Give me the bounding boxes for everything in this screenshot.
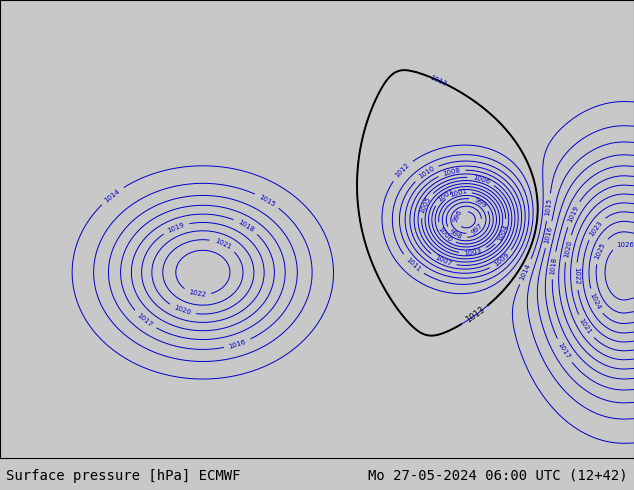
- Text: 1000: 1000: [436, 226, 453, 244]
- Text: 997: 997: [470, 222, 484, 236]
- Text: 1014: 1014: [103, 188, 121, 203]
- Text: 1017: 1017: [557, 342, 571, 360]
- Text: 1022: 1022: [188, 290, 207, 298]
- Text: 1015: 1015: [258, 193, 276, 208]
- Text: 1018: 1018: [236, 219, 256, 233]
- Text: Surface pressure [hPa] ECMWF: Surface pressure [hPa] ECMWF: [6, 468, 241, 483]
- Text: 1011: 1011: [404, 256, 422, 273]
- Text: 1019: 1019: [566, 205, 579, 223]
- Text: 1025: 1025: [594, 242, 607, 260]
- Text: 1021: 1021: [578, 318, 593, 336]
- Text: 1003: 1003: [463, 248, 482, 257]
- Text: 1013: 1013: [463, 305, 486, 325]
- Text: 999: 999: [473, 196, 488, 209]
- Text: 1010: 1010: [417, 165, 436, 180]
- Text: 1022: 1022: [573, 268, 580, 285]
- Text: 1013: 1013: [429, 74, 448, 87]
- Text: 1009: 1009: [493, 252, 510, 268]
- Text: 1019: 1019: [167, 221, 186, 234]
- Text: 1004: 1004: [496, 223, 509, 242]
- Text: 1016: 1016: [544, 225, 553, 245]
- Text: 1014: 1014: [519, 262, 532, 281]
- Text: 1026: 1026: [617, 242, 634, 248]
- Text: 1006: 1006: [472, 174, 491, 185]
- Text: 998: 998: [448, 229, 463, 241]
- Text: 1016: 1016: [228, 339, 247, 350]
- Text: 1012: 1012: [394, 162, 411, 179]
- Text: 1023: 1023: [588, 219, 604, 237]
- Text: 1002: 1002: [436, 188, 455, 203]
- Text: 1007: 1007: [434, 254, 453, 267]
- Text: 1005: 1005: [418, 196, 432, 214]
- Text: 1018: 1018: [549, 256, 557, 275]
- Text: 1020: 1020: [563, 239, 573, 258]
- Text: 1017: 1017: [136, 312, 154, 328]
- Text: 1021: 1021: [214, 238, 232, 250]
- Text: 1024: 1024: [588, 293, 602, 311]
- Text: 1020: 1020: [173, 305, 191, 317]
- Text: 1008: 1008: [442, 167, 461, 177]
- Text: Mo 27-05-2024 06:00 UTC (12+42): Mo 27-05-2024 06:00 UTC (12+42): [368, 468, 628, 483]
- Text: 1015: 1015: [545, 198, 553, 217]
- Text: 996: 996: [452, 209, 463, 224]
- Text: 1001: 1001: [448, 188, 467, 198]
